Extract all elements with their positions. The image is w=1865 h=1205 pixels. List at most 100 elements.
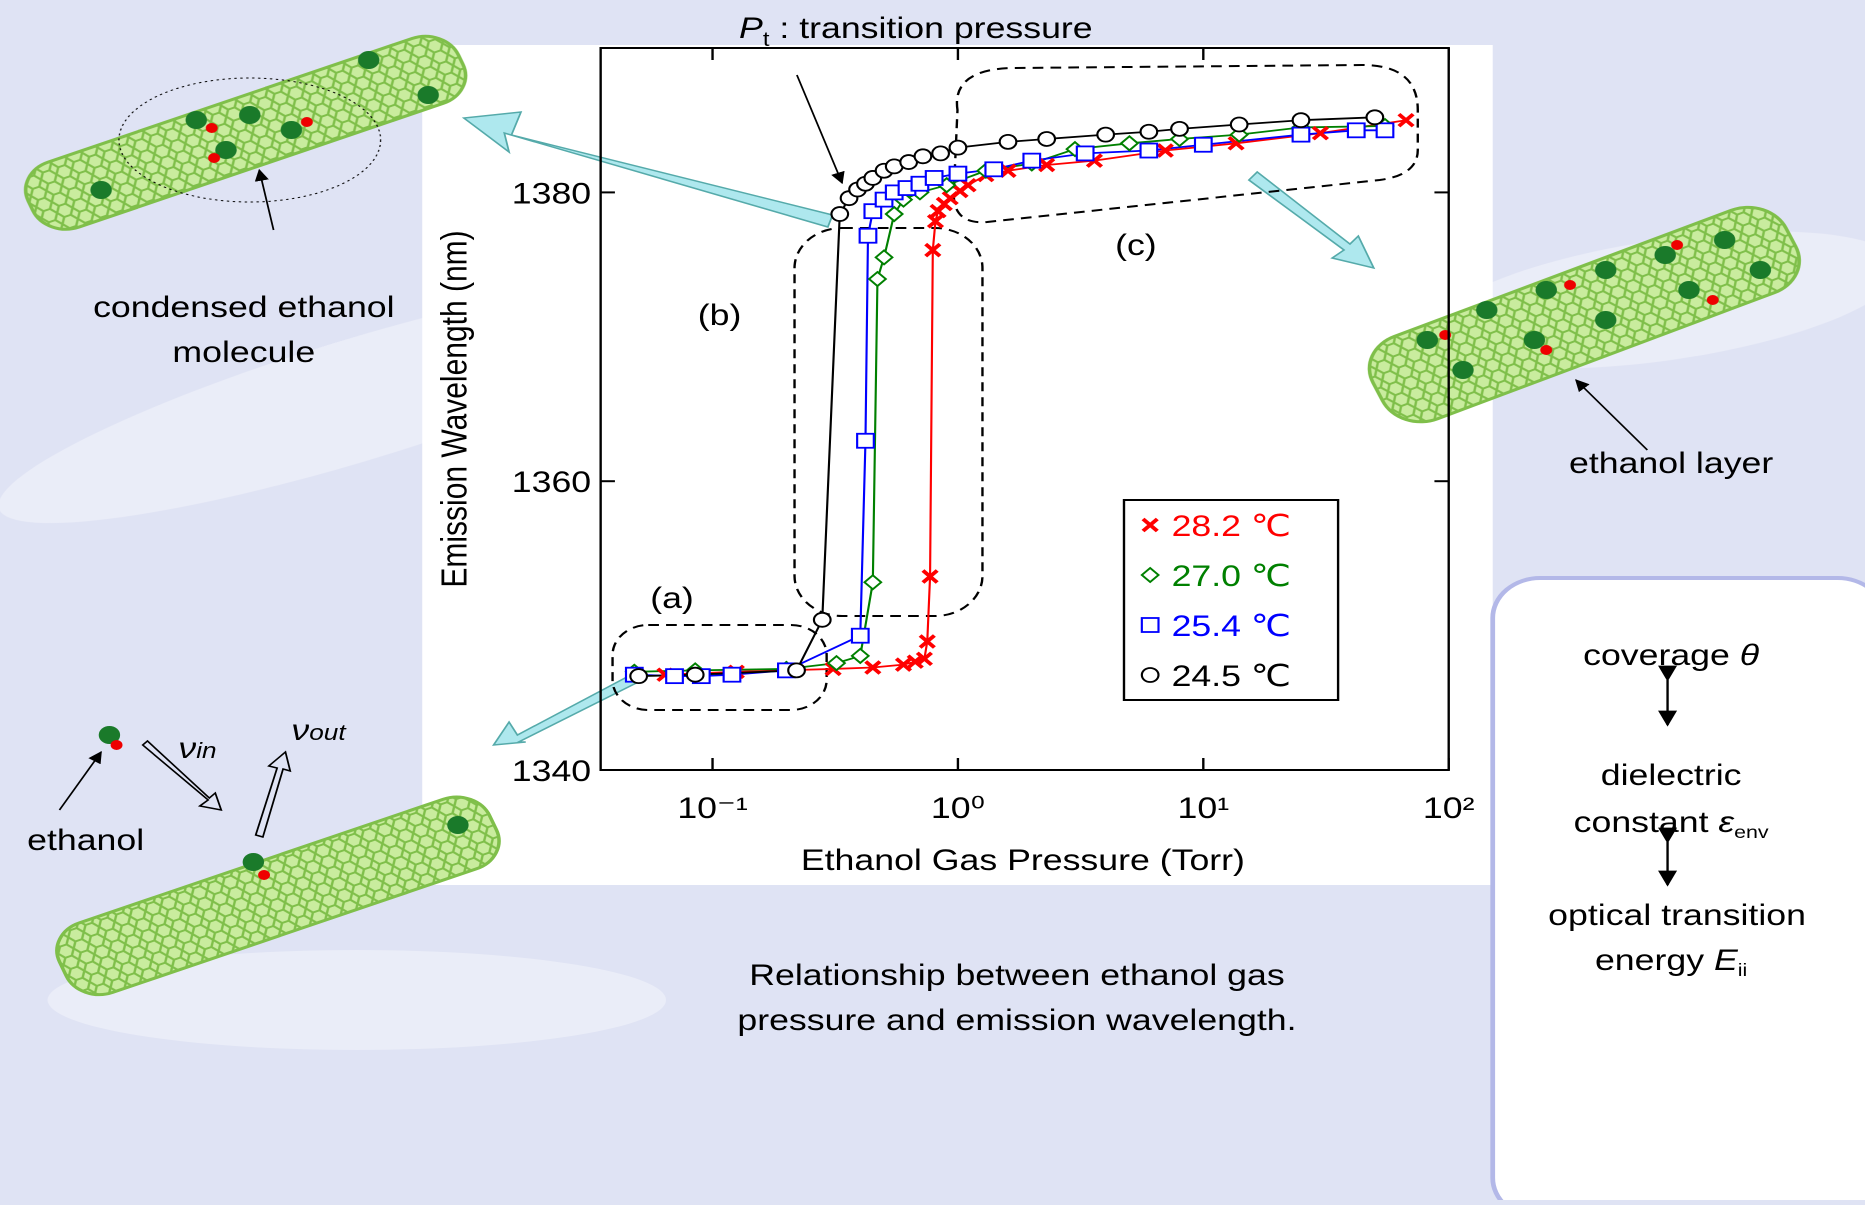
marker-square <box>863 203 883 220</box>
legend-marker <box>1140 566 1161 584</box>
marker-x <box>864 660 882 675</box>
pt-symbol: P <box>739 11 763 45</box>
marker-x <box>906 654 924 669</box>
t: E <box>1714 943 1739 977</box>
legend-marker <box>1140 667 1160 683</box>
marker-x <box>1156 143 1174 158</box>
pt-text: : transition pressure <box>769 11 1092 45</box>
marker-circle <box>1139 123 1159 140</box>
marker-x <box>1397 112 1415 128</box>
x-tick-label: 10⁰ <box>931 791 985 825</box>
marker-square <box>948 165 968 182</box>
region-label: (c) <box>1115 228 1157 262</box>
marker-circle <box>913 148 933 165</box>
relation-text: energy Eii <box>1595 943 1747 981</box>
marker-diamond <box>867 270 888 288</box>
pointer-lines <box>58 74 1649 811</box>
nu-sub: out <box>309 721 347 746</box>
relation-text: constant εenv <box>1574 805 1769 843</box>
marker-square <box>1139 142 1159 159</box>
y-tick-label: 1340 <box>512 754 591 788</box>
relation-text: coverage θ <box>1583 638 1759 672</box>
x-tick-label: 10⁻¹ <box>677 791 747 825</box>
marker-x <box>924 242 942 258</box>
x-axis-label: Ethanol Gas Pressure (Torr) <box>801 843 1245 877</box>
relation-box <box>1490 576 1865 1205</box>
plot-frame <box>599 47 1450 771</box>
marker-circle <box>685 666 705 683</box>
callout-arrows <box>461 111 1376 746</box>
marker-circle <box>931 145 951 162</box>
illustration-label: ethanol <box>27 823 144 857</box>
marker-diamond <box>826 654 847 672</box>
legend-label: 24.5 ℃ <box>1172 659 1291 693</box>
marker-diamond <box>874 249 894 266</box>
rate-label: νin <box>178 731 216 765</box>
legend-box <box>1122 499 1340 701</box>
marker-square <box>850 627 870 644</box>
x-tick-label: 10² <box>1423 791 1475 825</box>
legend-symbol <box>1141 517 1159 533</box>
marker-circle <box>1037 131 1057 147</box>
marker-square <box>1075 145 1095 162</box>
marker-x <box>926 214 945 229</box>
rate-label: νout <box>291 713 347 747</box>
marker-square <box>1193 136 1213 153</box>
marker-circle <box>629 668 649 685</box>
marker-diamond <box>1119 135 1140 152</box>
y-tick-label: 1360 <box>512 465 591 499</box>
caption: Relationship between ethanol gas <box>749 958 1284 992</box>
marker-square <box>924 170 944 186</box>
marker-square <box>665 668 684 685</box>
marker-circle <box>830 206 850 222</box>
t: constant <box>1574 805 1719 839</box>
relation-text: dielectric <box>1601 758 1742 792</box>
legend-marker <box>1141 517 1159 533</box>
flow-arrows <box>141 739 292 838</box>
legend-marker <box>1140 617 1160 633</box>
marker-square <box>1375 122 1395 139</box>
marker-x <box>999 163 1017 178</box>
region-outlines <box>611 63 1419 711</box>
marker-x <box>894 657 913 672</box>
t: energy <box>1595 943 1714 977</box>
caption: pressure and emission wavelength. <box>737 1003 1296 1037</box>
marker-circle <box>1170 120 1189 137</box>
marker-circle <box>1365 109 1385 126</box>
marker-x <box>921 569 939 584</box>
legend-symbol <box>1140 566 1161 584</box>
plot: 10⁻¹ 10⁰ 10¹ 10² 1340 1360 1380 28.2 ℃ 27.0 ℃ 25.… <box>512 48 1475 824</box>
illustration-label: ethanol layer <box>1569 446 1773 480</box>
nanotube-illustration <box>23 34 1802 997</box>
region-label: (b) <box>698 298 742 332</box>
legend-symbol <box>1140 667 1160 683</box>
marker-square <box>1291 126 1311 143</box>
legend-label: 28.2 ℃ <box>1172 509 1291 543</box>
y-axis-label: Emission Wavelength (nm) <box>434 230 474 587</box>
marker-x <box>918 634 936 649</box>
marker-square <box>722 666 742 683</box>
marker-x <box>915 651 933 667</box>
legend-label: 25.4 ℃ <box>1172 609 1291 643</box>
marker-circle <box>1229 116 1249 133</box>
marker-diamond <box>884 205 905 223</box>
legend-symbol <box>1140 617 1160 633</box>
t: ε <box>1718 805 1734 839</box>
marker-diamond <box>850 647 871 665</box>
marker-square <box>858 227 878 244</box>
t: coverage <box>1583 638 1740 672</box>
pt-sub: t <box>763 28 770 51</box>
marker-circle <box>998 133 1018 150</box>
legend: 28.2 ℃ 27.0 ℃ 25.4 ℃ 24.5 ℃ <box>1122 499 1340 701</box>
marker-square <box>984 161 1004 178</box>
t: ii <box>1738 961 1748 981</box>
marker-diamond <box>862 574 883 591</box>
marker-circle <box>1291 112 1311 129</box>
marker-x <box>1311 125 1329 141</box>
marker-x <box>1038 157 1056 173</box>
t: env <box>1734 823 1769 843</box>
nu-sub: in <box>196 739 216 764</box>
marker-circle <box>1096 126 1116 143</box>
